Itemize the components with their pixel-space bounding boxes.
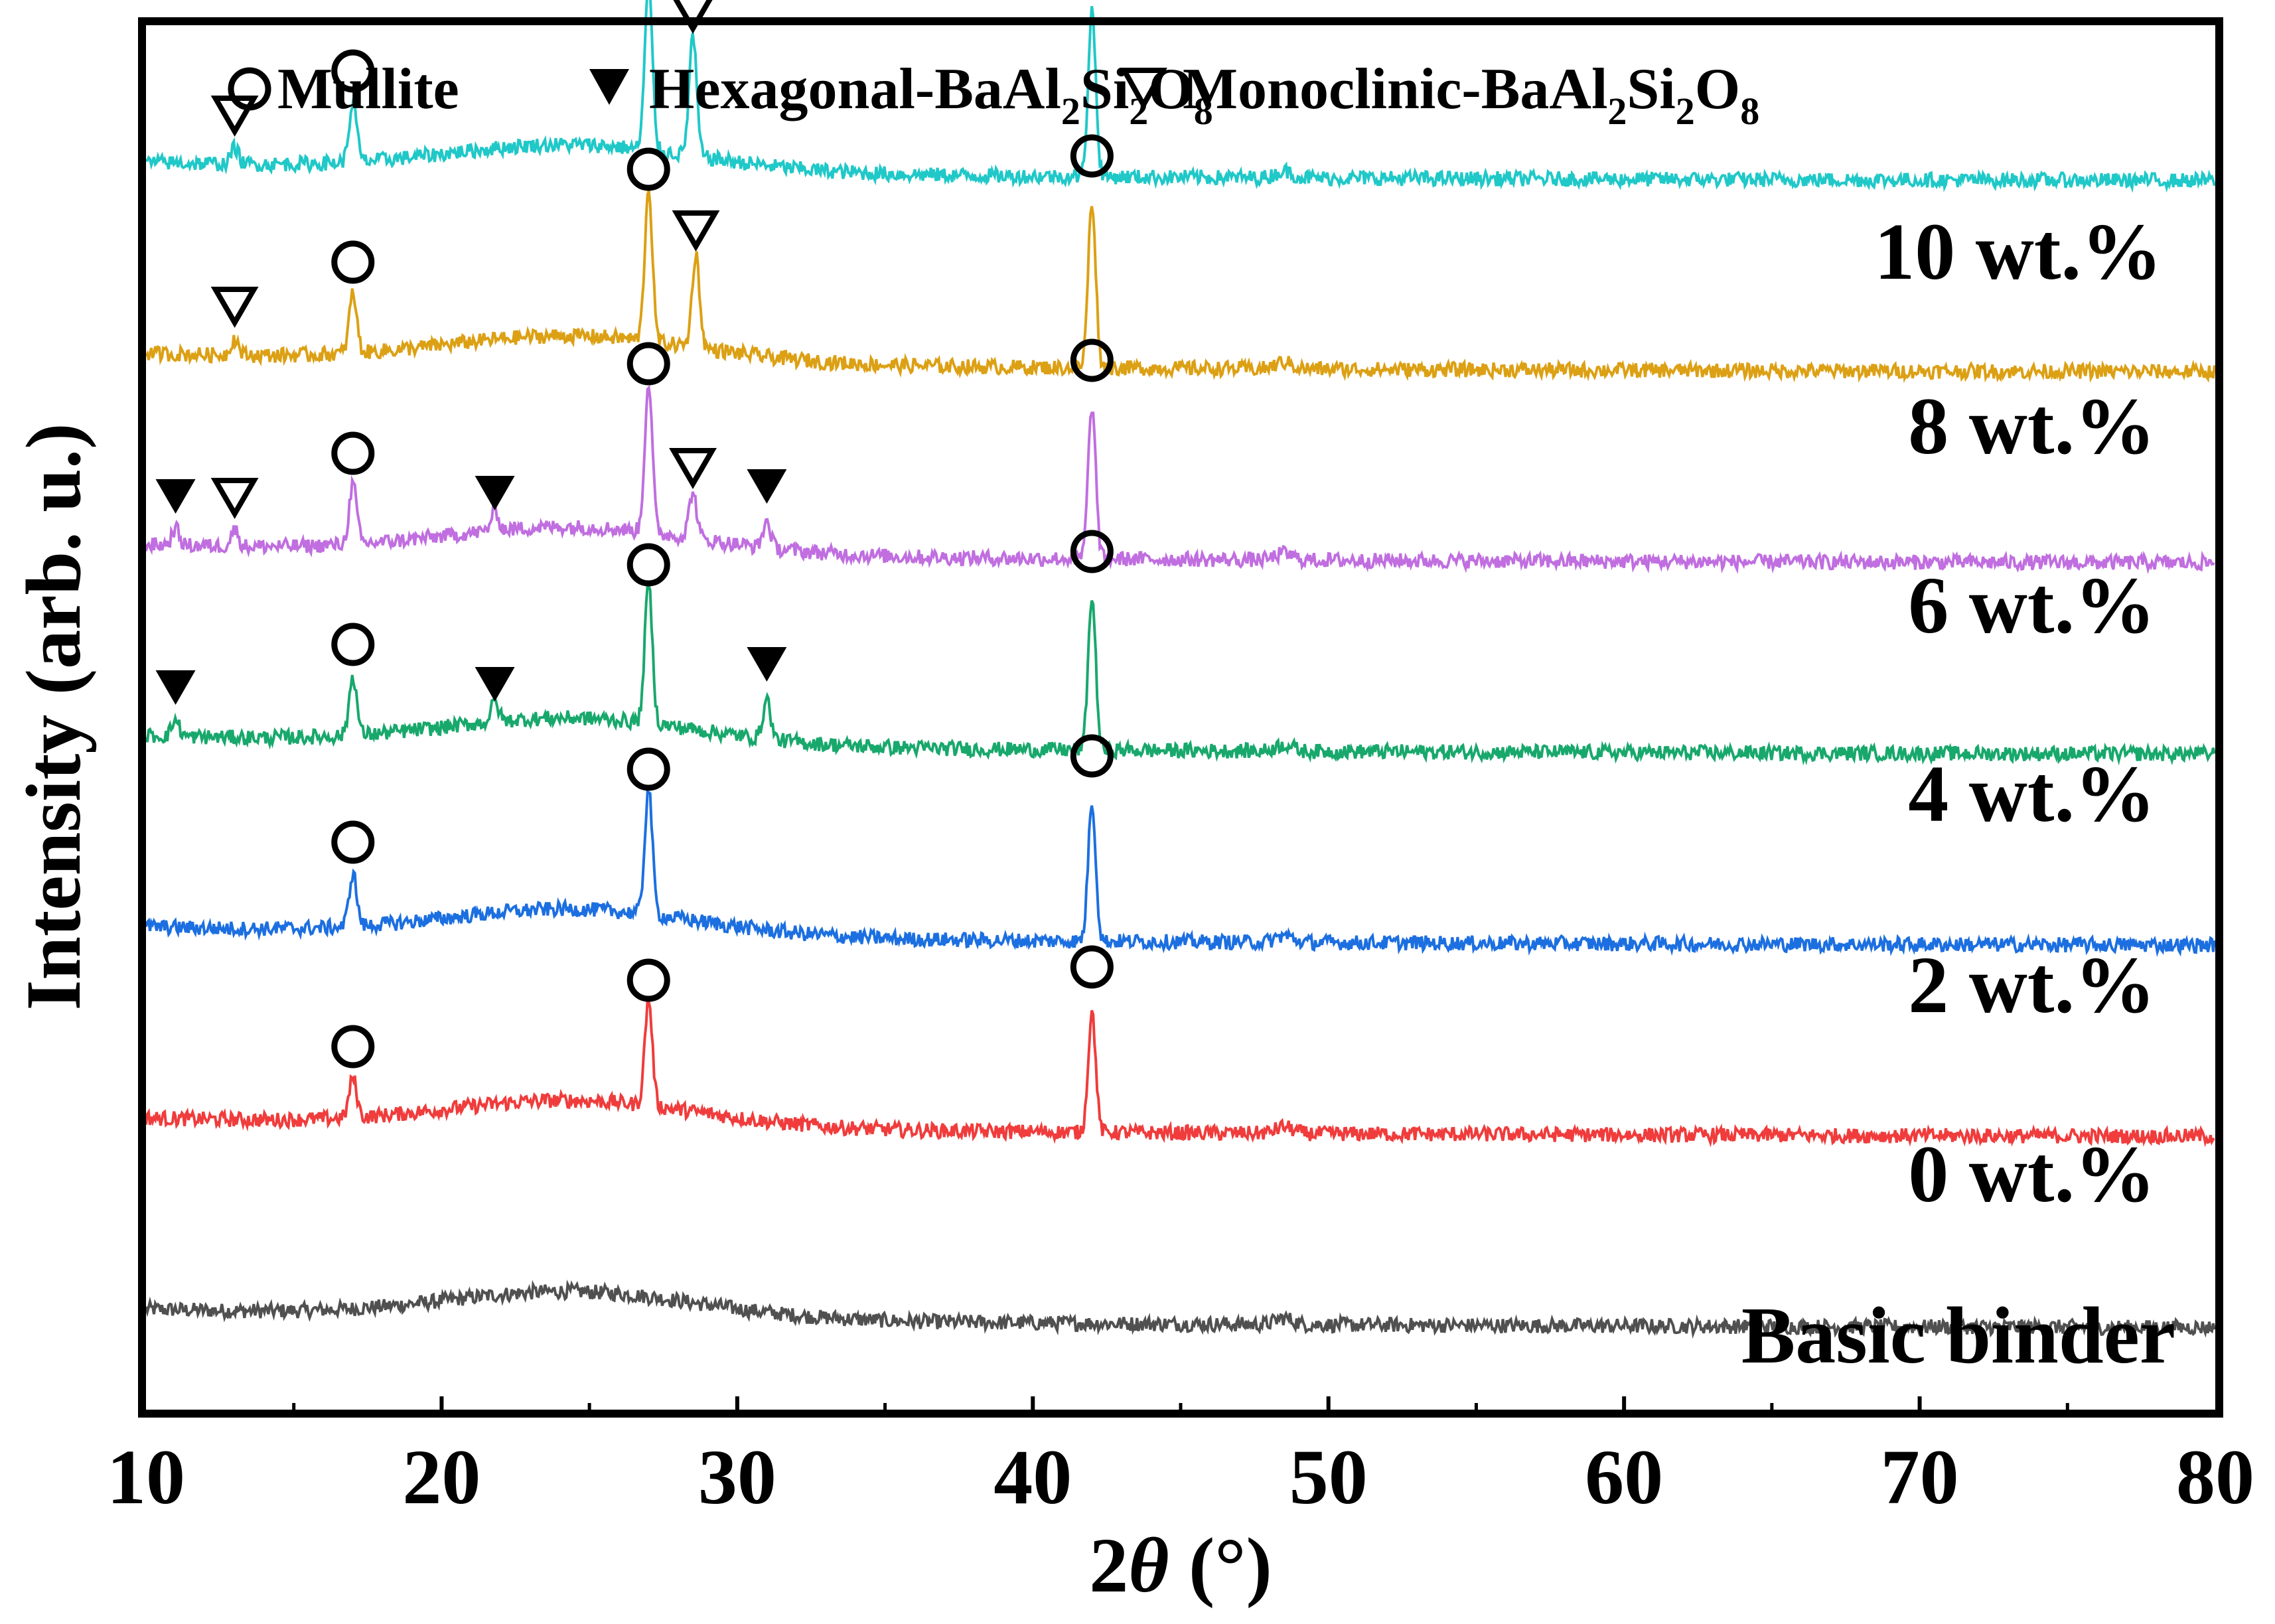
x-tick-label-70: 70: [1881, 1434, 1959, 1520]
x-tick-label-20: 20: [402, 1434, 480, 1520]
series-label-basic-binder: Basic binder: [1741, 1291, 2175, 1380]
marker-mullite-s5-1: [331, 240, 375, 284]
x-tick-label-10: 10: [107, 1434, 185, 1520]
series-label-2wt: 2 wt.%: [1908, 940, 2156, 1030]
marker-mullite-s2-1: [626, 747, 670, 791]
series-line-6: [145, 0, 2216, 193]
legend-hexagonal-icon: [589, 69, 629, 105]
series-traces: [145, 0, 2216, 1339]
legend-mullite-icon: [228, 67, 271, 111]
marker-mullite-s3-5: [1070, 530, 1114, 573]
marker-hexagonal-s4-6: [747, 469, 787, 504]
y-axis-title: Intensity (arb. u.): [10, 423, 97, 1010]
plot-frame: [138, 17, 2223, 1418]
series-line-4: [145, 384, 2215, 575]
series-label-0wt: 0 wt.%: [1908, 1130, 2156, 1219]
x-tick-label-80: 80: [2176, 1434, 2254, 1520]
series-line-0: [145, 1280, 2216, 1339]
series-labels: 10 wt.% 8 wt.% 6 wt.% 4 wt.% 2 wt.% 0 wt…: [1741, 207, 2175, 1380]
x-tick-label-60: 60: [1585, 1434, 1663, 1520]
series-line-2: [145, 789, 2216, 958]
marker-mullite-s5-4: [1070, 134, 1114, 178]
legend-monoclinic-icon: [1120, 68, 1167, 111]
marker-hexagonal-s4-3: [475, 476, 515, 510]
marker-hexagonal-s3-2: [475, 667, 515, 701]
legend-mullite-label: Mullite: [277, 57, 459, 121]
x-axis-title: 2θ (°): [1089, 1522, 1272, 1609]
x-tick-label-40: 40: [993, 1434, 1072, 1520]
marker-mullite-s4-2: [331, 431, 375, 475]
marker-hexagonal-s4-0: [155, 479, 196, 514]
marker-mullite-s6-1: [331, 49, 375, 93]
marker-mullite-s4-4: [626, 342, 670, 386]
marker-monoclinic-s4-5: [669, 448, 717, 489]
series-line-1: [145, 999, 2215, 1147]
marker-mullite-s2-0: [331, 820, 375, 864]
series-line-3: [145, 584, 2216, 766]
phase-markers: [155, 0, 1114, 1069]
marker-hexagonal-s3-0: [155, 670, 196, 705]
series-line-5: [145, 190, 2216, 384]
series-label-10wt: 10 wt.%: [1874, 207, 2162, 297]
x-axis-ticks: 10 20 30 40 50 60 70 80: [107, 1396, 2254, 1520]
marker-hexagonal-s3-4: [747, 647, 787, 682]
marker-mullite-s1-2: [1070, 945, 1114, 989]
x-tick-label-30: 30: [698, 1434, 776, 1520]
marker-monoclinic-s6-3: [673, 0, 713, 34]
marker-mullite-s1-0: [331, 1025, 375, 1069]
marker-mullite-s1-1: [626, 958, 670, 1002]
marker-mullite-s5-2: [626, 147, 670, 191]
marker-mullite-s4-7: [1070, 338, 1114, 382]
legend-monoclinic-label: Monoclinic-BaAl2Si2O8: [1183, 57, 1759, 133]
x-tick-label-50: 50: [1289, 1434, 1368, 1520]
legend: Mullite Hexagonal-BaAl2Si2O8 Monoclinic-…: [228, 57, 1759, 133]
marker-mullite-s3-1: [331, 623, 375, 666]
marker-monoclinic-s4-1: [210, 478, 259, 519]
series-label-8wt: 8 wt.%: [1908, 382, 2156, 471]
series-label-4wt: 4 wt.%: [1908, 749, 2156, 839]
marker-mullite-s2-2: [1070, 734, 1114, 778]
series-label-6wt: 6 wt.%: [1908, 561, 2156, 650]
marker-monoclinic-s5-3: [672, 210, 720, 252]
marker-monoclinic-s5-0: [210, 287, 259, 328]
marker-mullite-s3-3: [626, 543, 670, 587]
